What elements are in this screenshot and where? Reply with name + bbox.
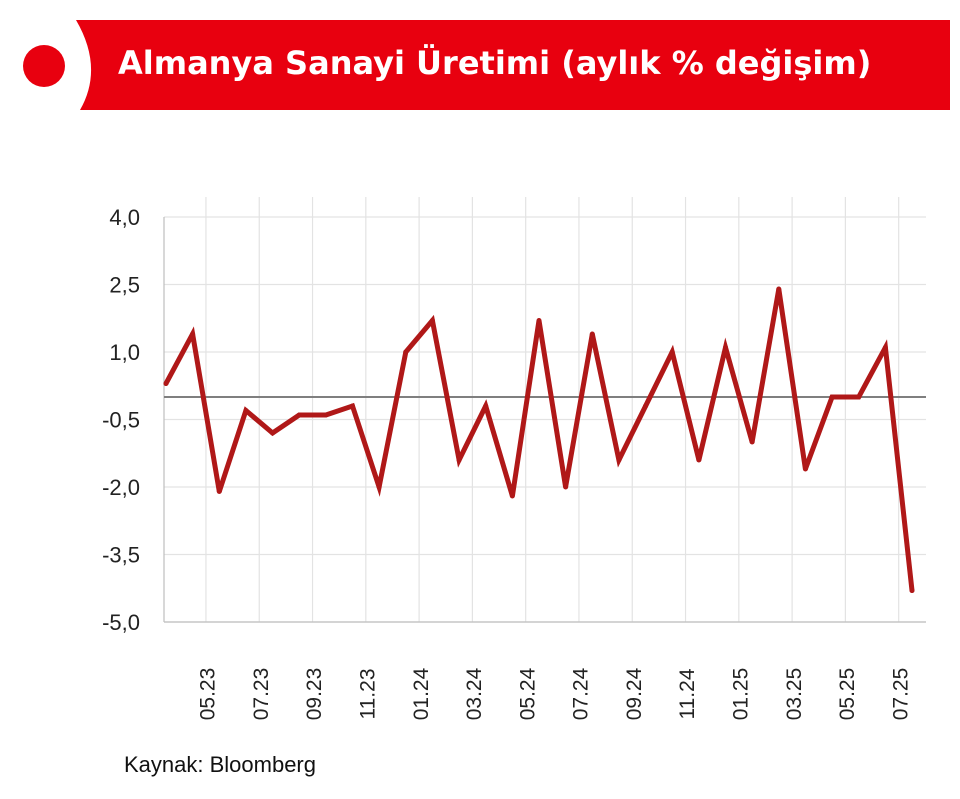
banner-red-band — [76, 20, 950, 110]
y-tick-label: -5,0 — [102, 610, 140, 635]
y-tick-label: 4,0 — [109, 205, 140, 230]
chart-title: Almanya Sanayi Üretimi (aylık % değişim) — [118, 44, 872, 82]
title-banner — [0, 0, 960, 120]
y-tick-label: 1,0 — [109, 340, 140, 365]
y-axis-tick-labels: 4,0 2,5 1,0 -0,5 -2,0 -3,5 -5,0 — [102, 205, 140, 635]
data-point — [509, 493, 515, 499]
data-point — [802, 466, 808, 472]
data-points — [163, 286, 915, 593]
data-point — [563, 484, 569, 490]
data-point — [616, 457, 622, 463]
data-point — [376, 484, 382, 490]
data-point — [216, 489, 222, 494]
series-line — [163, 288, 915, 593]
x-tick-label: 05.24 — [516, 667, 539, 720]
data-point — [429, 318, 435, 323]
data-point — [829, 394, 835, 400]
data-point — [270, 430, 276, 436]
data-point — [856, 394, 862, 400]
y-tick-label: -2,0 — [102, 475, 140, 500]
x-tick-label: 07.24 — [570, 667, 593, 720]
data-point — [669, 349, 675, 355]
x-tick-label: 11.24 — [676, 668, 699, 719]
data-point — [403, 349, 409, 355]
bullet-dot-icon — [23, 45, 65, 87]
x-tick-label: 03.25 — [783, 668, 806, 720]
source-note: Kaynak: Bloomberg — [124, 752, 316, 777]
y-tick-label: -0,5 — [102, 408, 140, 433]
horizontal-gridlines — [164, 216, 926, 623]
data-point — [909, 588, 915, 593]
data-point — [163, 381, 169, 386]
data-point — [776, 286, 782, 292]
data-point — [350, 403, 355, 409]
x-tick-label: 03.24 — [463, 667, 486, 720]
data-point — [643, 403, 649, 409]
y-tick-label: -3,5 — [102, 543, 140, 568]
data-point — [536, 318, 542, 323]
x-axis-tick-labels: 05.23 07.23 09.23 11.23 01.24 03.24 05.24 07.24… — [197, 667, 913, 720]
x-tick-label: 01.25 — [730, 668, 753, 720]
data-point — [589, 331, 595, 337]
data-point — [483, 403, 489, 409]
line-chart: 4,0 2,5 1,0 -0,5 -2,0 -3,5 -5,0 05.23 07.23 09.2… — [102, 197, 926, 720]
data-point — [696, 457, 702, 463]
data-point — [723, 345, 728, 350]
x-tick-label: 05.25 — [836, 668, 859, 720]
data-point — [323, 412, 329, 418]
x-tick-label: 11.23 — [357, 669, 380, 720]
x-tick-label: 01.24 — [410, 667, 433, 720]
y-tick-label: 2,5 — [109, 273, 140, 298]
data-point — [243, 408, 249, 413]
x-tick-label: 07.23 — [250, 668, 273, 720]
data-point — [190, 331, 196, 337]
x-tick-label: 09.24 — [623, 667, 646, 720]
x-tick-label: 09.23 — [303, 668, 326, 720]
x-tick-label: 07.25 — [889, 668, 912, 720]
data-point — [296, 412, 302, 418]
x-tick-label: 05.23 — [197, 668, 220, 720]
data-point — [882, 345, 888, 350]
data-point — [456, 457, 462, 463]
data-point — [749, 439, 755, 445]
axes — [163, 217, 926, 623]
